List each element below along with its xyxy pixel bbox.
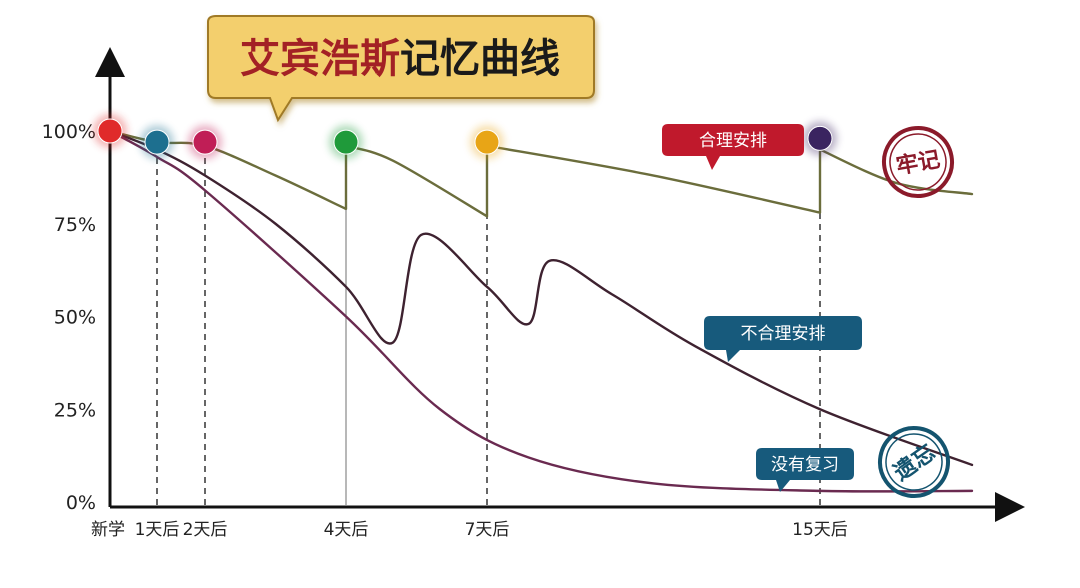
callout-noreview: 没有复习	[756, 448, 854, 492]
callout-reasonable: 合理安排	[662, 124, 804, 170]
stamp-remember: 牢记	[882, 126, 954, 198]
title-banner: 艾宾浩斯记忆曲线	[207, 15, 595, 123]
x-tick-labels: 新学 1天后 2天后 4天后 7天后 15天后	[91, 520, 848, 540]
x-tick-label: 7天后	[465, 520, 510, 540]
callout-noreview-bubble	[756, 448, 854, 492]
title-banner-shape	[207, 15, 595, 123]
series-line-unreasonable	[108, 129, 974, 467]
review-dot	[333, 129, 359, 155]
stamp-forget-text: 遗忘	[888, 440, 940, 487]
series-line-reasonable	[108, 129, 974, 218]
y-tick-label: 50%	[54, 307, 96, 329]
stamp-remember-ring	[882, 126, 954, 198]
review-dot	[474, 129, 500, 155]
review-dot	[192, 129, 218, 155]
review-dot	[97, 118, 123, 144]
review-dot	[144, 129, 170, 155]
review-dot	[807, 125, 833, 151]
y-tick-label: 100%	[42, 121, 96, 143]
callout-unreasonable: 不合理安排	[704, 316, 862, 362]
axes	[95, 47, 1025, 522]
callout-reasonable-bubble	[662, 124, 804, 170]
stamp-forget-inner-ring	[885, 433, 943, 491]
x-tick-label: 新学	[91, 520, 125, 540]
callout-unreasonable-label: 不合理安排	[741, 324, 826, 344]
stamp-remember-inner-ring	[889, 133, 947, 191]
stamp-forget-ring	[878, 426, 950, 499]
stamp-remember-text: 牢记	[894, 146, 942, 179]
series-lines	[108, 129, 974, 493]
x-tick-label: 15天后	[792, 520, 848, 540]
series-line-noreview	[108, 129, 974, 493]
stamp-forget: 遗忘	[878, 426, 950, 499]
x-tick-label: 2天后	[183, 520, 228, 540]
callout-noreview-label: 没有复习	[771, 455, 839, 475]
x-tick-label: 1天后	[135, 520, 180, 540]
title-part2: 记忆曲线	[400, 36, 560, 82]
review-dots	[93, 114, 837, 160]
callout-unreasonable-bubble	[704, 316, 862, 362]
chart-title: 艾宾浩斯记忆曲线	[240, 36, 560, 82]
x-tick-label: 4天后	[324, 520, 369, 540]
title-part1: 艾宾浩斯	[240, 36, 400, 82]
review-guide-lines	[156, 156, 821, 505]
y-tick-label: 25%	[54, 399, 96, 421]
y-tick-labels: 100% 75% 50% 25% 0%	[42, 121, 96, 514]
y-tick-label: 75%	[54, 214, 96, 236]
y-tick-label: 0%	[66, 492, 96, 514]
callout-reasonable-label: 合理安排	[699, 131, 767, 151]
